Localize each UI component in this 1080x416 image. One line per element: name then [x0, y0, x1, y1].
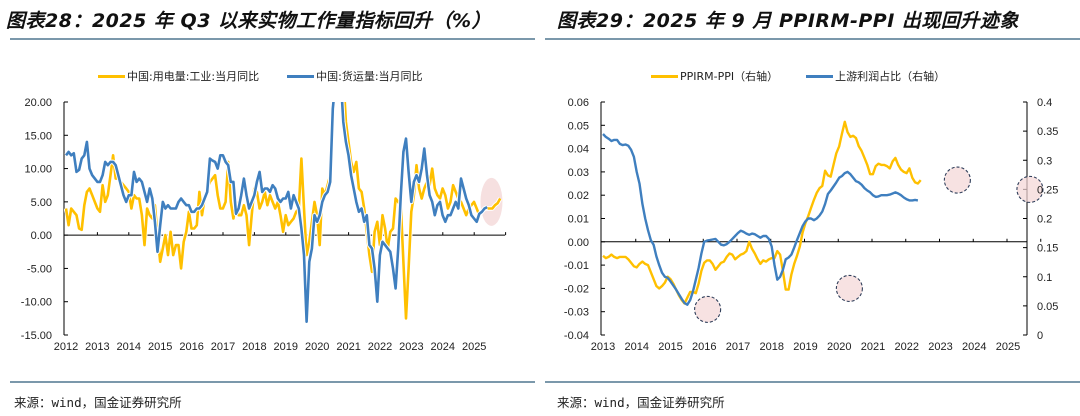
right-chart-x-tick-label: 2014	[625, 341, 649, 353]
left-y-tick-label: 0.00	[31, 230, 52, 242]
right-chart-x-tick-label: 2020	[827, 341, 851, 353]
right-chart-highlight-circle	[1016, 175, 1044, 203]
right-chart-left-y-tick-label: -0.04	[564, 330, 589, 342]
right-chart-x-tick-label: 2015	[658, 341, 682, 353]
upstream-profit-share-line	[602, 133, 919, 306]
right-legend-label-upstream-profit: 上游利润占比（右轴）	[835, 70, 946, 83]
right-legend-swatch-upstream-profit	[806, 74, 834, 78]
left-title-rule	[10, 38, 535, 40]
left-x-tick-label: 2023	[399, 341, 423, 353]
right-chart-left-y-tick-label: 0.05	[568, 120, 589, 132]
left-x-tick-label: 2019	[274, 341, 298, 353]
left-y-tick-label: 15.00	[24, 130, 52, 142]
left-legend-item-freight: 中国:货运量:当月同比	[287, 68, 423, 84]
right-legend-item-upstream-profit: 上游利润占比（右轴）	[806, 68, 945, 84]
right-chart-left-y-tick-label: -0.02	[564, 283, 589, 295]
right-chart-x-tick-label: 2022	[895, 341, 919, 353]
left-legend: 中国:用电量:工业:当月同比 中国:货运量:当月同比	[98, 68, 443, 84]
left-y-tick-label: -15.00	[21, 330, 52, 342]
left-x-tick-label: 2022	[368, 341, 392, 353]
right-legend-item-ppirm-ppi: PPIRM-PPI（右轴）	[651, 68, 778, 84]
right-legend-swatch-ppirm-ppi	[651, 74, 678, 78]
left-x-tick-label: 2017	[211, 341, 235, 353]
left-x-tick-label: 2012	[54, 341, 78, 353]
right-chart-left-y-tick-label: 0.01	[568, 214, 589, 226]
left-x-tick-label: 2025	[462, 341, 486, 353]
left-x-tick-label: 2024	[431, 341, 455, 353]
right-chart: 0.06 0.05 0.04 0.03 0.02 0.01 0.00 -0.01 -0.02 -0…	[564, 97, 1059, 353]
right-chart-left-y-tick-label: -0.03	[564, 307, 589, 319]
ppirm-ppi-line	[602, 120, 922, 305]
right-chart-right-y-tick-label: 0	[1037, 330, 1043, 342]
right-chart-x-tick-label: 2023	[928, 341, 952, 353]
right-chart-x-tick-label: 2021	[861, 341, 885, 353]
left-y-tick-label: -5.00	[27, 263, 52, 275]
right-chart-right-y-tick-label: 0.2	[1037, 214, 1052, 226]
right-chart-left-y-tick-label: 0.06	[568, 97, 589, 109]
right-chart-x-tick-label: 2018	[760, 341, 784, 353]
right-chart-right-y-tick-label: 0.3	[1037, 155, 1052, 167]
left-legend-label-power: 中国:用电量:工业:当月同比	[127, 70, 260, 83]
right-source-note: 来源：wind，国金证券研究所	[557, 395, 725, 410]
left-chart: 20.00 15.00 10.00 5.00 0.00 -5.00 -10.00 -15.00…	[21, 97, 507, 353]
right-chart-highlight-circle	[694, 295, 722, 323]
right-source-rule	[545, 381, 1080, 383]
left-highlight-ellipse	[480, 177, 503, 226]
right-legend-label-ppirm-ppi: PPIRM-PPI（右轴）	[680, 70, 779, 83]
left-x-tick-label: 2020	[305, 341, 329, 353]
left-y-tick-label: 10.00	[24, 164, 52, 176]
left-x-tick-label: 2016	[179, 341, 203, 353]
right-chart-x-tick-label: 2013	[591, 341, 615, 353]
right-legend: PPIRM-PPI（右轴） 上游利润占比（右轴）	[651, 68, 965, 84]
right-chart-x-tick-label: 2016	[692, 341, 716, 353]
right-chart-right-y-tick-label: 0.05	[1037, 301, 1058, 313]
right-chart-x-tick-label: 2019	[793, 341, 817, 353]
left-legend-swatch-power	[98, 74, 125, 78]
right-chart-left-y-tick-label: 0.00	[568, 237, 589, 249]
right-chart-left-y-tick-label: 0.03	[568, 167, 589, 179]
left-legend-label-freight: 中国:货运量:当月同比	[316, 70, 423, 83]
left-x-tick-label: 2018	[242, 341, 266, 353]
right-chart-right-y-tick-label: 0.35	[1037, 126, 1058, 138]
right-chart-x-tick-label: 2025	[996, 341, 1020, 353]
right-chart-left-y-tick-label: 0.04	[568, 144, 589, 156]
right-chart-right-y-tick-label: 0.1	[1037, 272, 1052, 284]
freight-volume-line	[64, 102, 488, 323]
left-legend-swatch-freight	[287, 74, 315, 78]
left-y-tick-label: 5.00	[31, 197, 52, 209]
left-source-rule	[10, 381, 535, 383]
right-chart-left-y-tick-label: 0.02	[568, 190, 589, 202]
left-y-tick-label: -10.00	[21, 297, 52, 309]
left-x-tick-label: 2013	[85, 341, 109, 353]
left-x-tick-label: 2015	[148, 341, 172, 353]
right-chart-right-y-tick-label: 0.4	[1037, 97, 1052, 109]
right-chart-right-y-tick-label: 0.15	[1037, 243, 1058, 255]
right-chart-highlight-circle	[835, 274, 863, 302]
right-chart-right-y-tick-label: 0.25	[1037, 184, 1058, 196]
left-legend-item-power: 中国:用电量:工业:当月同比	[98, 68, 259, 84]
right-title-rule	[545, 38, 1080, 40]
left-y-tick-label: 20.00	[24, 97, 52, 109]
left-x-tick-label: 2014	[117, 341, 141, 353]
right-chart-left-y-tick-label: -0.01	[564, 260, 589, 272]
right-chart-x-tick-label: 2024	[962, 341, 986, 353]
right-chart-highlight-circle	[943, 166, 971, 194]
right-chart-x-tick-label: 2017	[726, 341, 750, 353]
left-x-tick-label: 2021	[336, 341, 360, 353]
left-chart-title: 图表28：2025 年 Q3 以来实物工作量指标回升（%）	[6, 10, 492, 32]
power-consumption-line	[64, 102, 502, 320]
right-chart-title: 图表29：2025 年 9 月 PPIRM-PPI 出现回升迹象	[557, 10, 1019, 32]
left-source-note: 来源：wind，国金证券研究所	[14, 395, 182, 410]
